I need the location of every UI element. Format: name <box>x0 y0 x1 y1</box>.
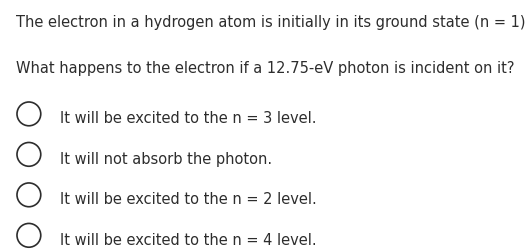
Text: It will be excited to the n = 2 level.: It will be excited to the n = 2 level. <box>60 192 317 206</box>
Text: It will be excited to the n = 3 level.: It will be excited to the n = 3 level. <box>60 111 317 126</box>
Text: It will be excited to the n = 4 level.: It will be excited to the n = 4 level. <box>60 232 317 247</box>
Text: It will not absorb the photon.: It will not absorb the photon. <box>60 151 272 166</box>
Text: What happens to the electron if a 12.75-eV photon is incident on it?: What happens to the electron if a 12.75-… <box>16 60 514 75</box>
Text: The electron in a hydrogen atom is initially in its ground state (n = 1).: The electron in a hydrogen atom is initi… <box>16 15 525 30</box>
